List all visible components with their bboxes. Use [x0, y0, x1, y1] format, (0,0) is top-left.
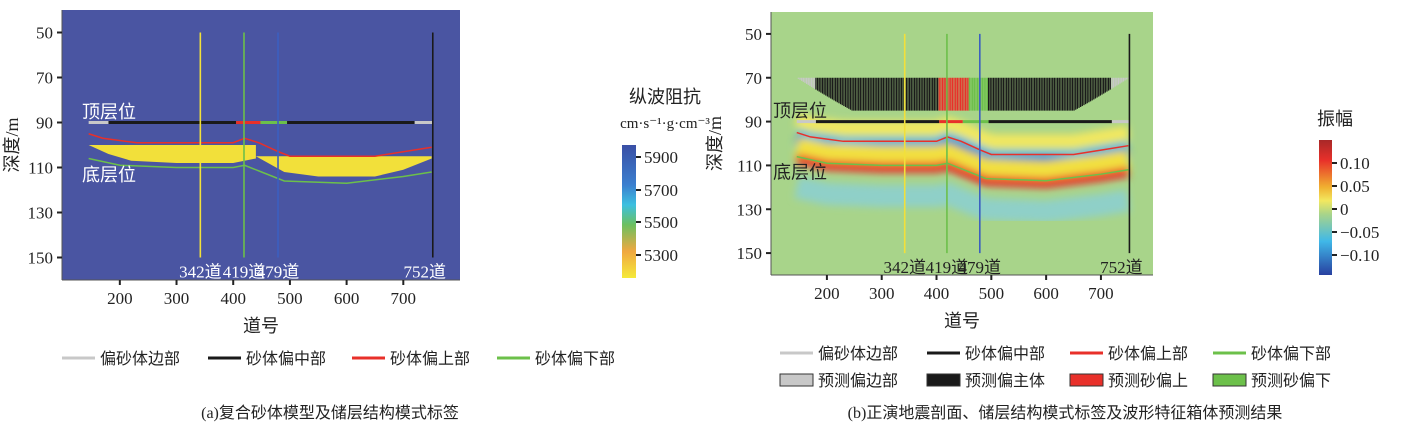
bottom-horizon-line	[796, 155, 1129, 182]
caption-a: (a)复合砂体模型及储层结构模式标签	[201, 404, 459, 422]
amplitude-band-negative	[794, 176, 1131, 223]
trace-label: 419道	[926, 258, 969, 277]
legend-label: 预测砂偏下	[1251, 372, 1331, 390]
trace-label: 479道	[959, 258, 1002, 277]
colorbar-tick-label: 0	[1340, 200, 1349, 219]
y-axis-label: 深度/m	[2, 117, 22, 172]
colorbar-tick-label: 0.10	[1340, 154, 1370, 173]
legend-box-lower	[1212, 373, 1247, 387]
x-tick-label: 500	[277, 289, 303, 308]
x-tick-label: 700	[391, 289, 417, 308]
seismic-amplitude	[794, 112, 1131, 223]
x-tick-label: 300	[869, 284, 895, 303]
bottom-horizon-label: 底层位	[82, 165, 136, 185]
legend-b: 偏砂体边部 砂体偏中部 砂体偏上部 砂体偏下部 预测偏边部 预测偏主体 预测砂偏…	[779, 345, 1331, 390]
legend-label: 砂体偏中部	[246, 350, 326, 368]
x-tick-label: 400	[924, 284, 950, 303]
y-tick-label: 150	[737, 244, 763, 263]
legend-label: 预测偏主体	[965, 372, 1045, 390]
amplitude-band-positive	[794, 112, 1130, 149]
x-axis-label: 道号	[944, 311, 980, 331]
x-axis-label: 道号	[243, 316, 279, 336]
colorbar-a	[622, 145, 636, 278]
bottom-horizon-label: 底层位	[773, 163, 827, 183]
legend-a: 偏砂体边部 砂体偏中部 砂体偏上部 砂体偏下部	[62, 350, 615, 368]
x-tick-label: 200	[107, 289, 133, 308]
top-horizon-label: 顶层位	[82, 102, 136, 122]
x-tick-label: 200	[814, 284, 840, 303]
colorbar-tick-label: 5900	[644, 148, 678, 167]
legend-label: 偏砂体边部	[100, 350, 180, 368]
x-tick-label: 600	[1033, 284, 1059, 303]
colorbar-tick-label: −0.05	[1340, 223, 1379, 242]
trace-label: 752道	[404, 263, 447, 282]
y-tick-label: 130	[737, 200, 763, 219]
caption-b: (b)正演地震剖面、储层结构模式标签及波形特征箱体预测结果	[848, 404, 1283, 422]
colorbar-b	[1319, 140, 1332, 275]
colorbar-tick-label: −0.10	[1340, 246, 1379, 265]
legend-label: 砂体偏中部	[965, 345, 1045, 363]
trace-label: 419道	[223, 263, 266, 282]
bottom-horizon-line	[88, 157, 432, 185]
amplitude-band-positive	[794, 137, 1131, 184]
x-tick-label: 700	[1088, 284, 1114, 303]
amplitude-band-peak	[795, 153, 1130, 188]
trace-label: 752道	[1100, 258, 1143, 277]
legend-label: 砂体偏下部	[535, 350, 615, 368]
trace-label: 342道	[883, 258, 926, 277]
y-tick-label: 110	[737, 156, 762, 175]
y-tick-label: 70	[745, 69, 762, 88]
colorbar-a-unit: cm·s⁻¹·g·cm⁻³	[620, 116, 710, 132]
sand-body	[255, 156, 432, 177]
plot-area	[88, 32, 434, 258]
legend-label: 偏砂体边部	[818, 345, 898, 363]
x-tick-label: 500	[979, 284, 1005, 303]
x-tick-label: 400	[220, 289, 246, 308]
y-tick-label: 130	[28, 204, 54, 223]
y-tick-label: 150	[28, 249, 54, 268]
plot-area	[794, 33, 1131, 254]
y-tick-label: 50	[745, 25, 762, 44]
colorbar-a-title: 纵波阻抗	[629, 87, 701, 107]
y-tick-label: 90	[745, 113, 762, 132]
legend-box-edge	[779, 373, 814, 387]
y-tick-label: 90	[36, 114, 53, 133]
legend-label: 砂体偏上部	[1108, 345, 1188, 363]
trace-label: 479道	[257, 263, 300, 282]
legend-box-upper	[1069, 373, 1104, 387]
sand-body	[88, 145, 256, 163]
x-tick-label: 300	[164, 289, 190, 308]
top-horizon-line	[88, 133, 432, 157]
y-tick-label: 50	[36, 24, 53, 43]
trace-label: 342道	[179, 263, 222, 282]
colorbar-tick-label: 0.05	[1340, 177, 1370, 196]
x-tick-label: 600	[334, 289, 360, 308]
y-tick-label: 70	[36, 69, 53, 88]
colorbar-b-title: 振幅	[1317, 109, 1353, 129]
legend-label: 砂体偏下部	[1251, 345, 1331, 363]
colorbar-tick-label: 5500	[644, 213, 678, 232]
top-horizon-line	[796, 131, 1129, 156]
y-axis-label: 深度/m	[705, 116, 725, 171]
legend-label: 砂体偏上部	[390, 350, 470, 368]
y-tick-label: 110	[28, 159, 53, 178]
legend-label: 预测砂偏上	[1108, 372, 1188, 390]
colorbar-tick-label: 5300	[644, 246, 678, 265]
legend-label: 预测偏边部	[818, 372, 898, 390]
colorbar-tick-label: 5700	[644, 181, 678, 200]
top-horizon-label: 顶层位	[773, 101, 827, 121]
legend-box-middle	[926, 373, 961, 387]
